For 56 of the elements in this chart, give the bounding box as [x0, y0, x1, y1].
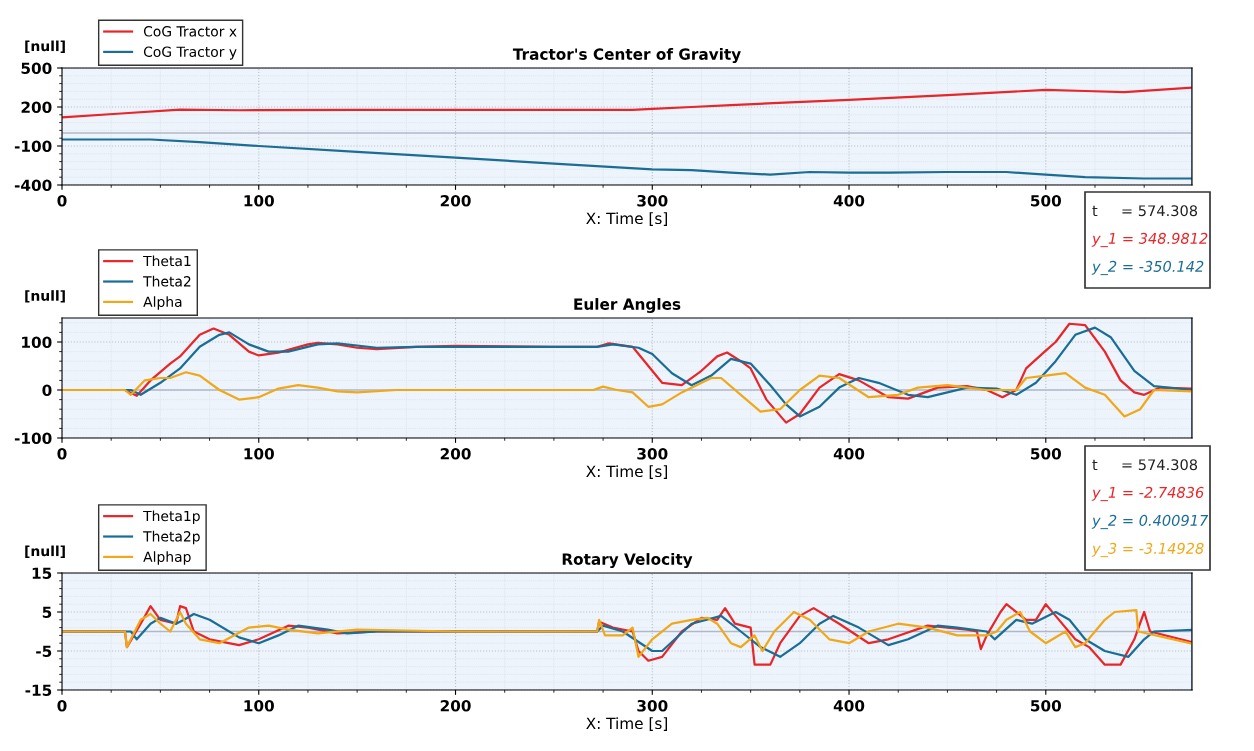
x-axis-title: X: Time [s] [586, 212, 667, 226]
x-tick-label: 0 [57, 447, 67, 460]
text: y_2 = 0.400917 [1091, 514, 1209, 530]
y-tick-label: 0 [42, 384, 52, 397]
y-tick-label: -15 [25, 684, 52, 697]
legend-label: Theta2p [143, 530, 200, 545]
y-axis-title: [null] [25, 40, 65, 53]
x-tick-label: 100 [244, 194, 274, 207]
y-axis-title: [null] [25, 545, 65, 558]
legend-label: Alphap [143, 551, 191, 565]
y-tick-label: 100 [22, 336, 52, 349]
text: t = 574.308 [1092, 205, 1198, 217]
y-tick-label: -5 [36, 645, 52, 658]
y-tick-label: -100 [14, 140, 52, 153]
legend-label: Theta1p [143, 510, 200, 524]
legend-label: Theta2 [143, 275, 191, 287]
y-tick-label: 15 [32, 567, 52, 580]
y-tick-label: 200 [21, 101, 52, 114]
text: y_3 = -3.14928 [1091, 542, 1204, 558]
line-series [62, 138, 1192, 180]
text: t = 574.308 [1092, 459, 1198, 471]
text: y_1 = 348.9812 [1091, 232, 1208, 248]
line-series [62, 371, 1192, 418]
y-tick-label: 500 [21, 62, 52, 75]
x-axis-title: X: Time [s] [586, 717, 667, 731]
chart-title: Rotary Velocity [562, 553, 693, 568]
x-axis-title: X: Time [s] [586, 465, 667, 479]
x-tick-label: 200 [440, 699, 471, 712]
legend-label: CoG Tractor x [143, 26, 237, 37]
x-tick-label: 300 [637, 699, 668, 712]
x-tick-label: 400 [833, 447, 865, 460]
legend-label: Theta1 [143, 255, 191, 267]
x-tick-label: 400 [833, 194, 865, 207]
y-tick-label: -400 [14, 179, 52, 192]
x-tick-label: 500 [1031, 194, 1062, 207]
x-tick-label: 100 [244, 447, 274, 460]
x-tick-label: 200 [440, 194, 471, 207]
line-series [62, 86, 1192, 119]
x-tick-label: 500 [1031, 447, 1062, 460]
chart-title: Tractor's Center of Gravity [512, 48, 741, 63]
chart-title: Euler Angles [574, 298, 681, 313]
legend-label: CoG Tractor y [143, 46, 237, 60]
x-tick-label: 300 [637, 194, 668, 207]
legend-label: Alpha [143, 296, 182, 310]
x-tick-label: 500 [1031, 699, 1062, 712]
x-tick-label: 300 [637, 447, 668, 460]
text: y_2 = -350.142 [1091, 260, 1204, 276]
y-tick-label: 5 [42, 606, 52, 619]
text: y_1 = -2.74836 [1091, 486, 1204, 502]
x-tick-label: 200 [440, 447, 471, 460]
x-tick-label: 400 [833, 699, 865, 712]
x-tick-label: 0 [57, 194, 67, 207]
y-tick-label: -100 [14, 432, 52, 445]
x-tick-label: 100 [244, 699, 274, 712]
x-tick-label: 0 [57, 699, 67, 712]
y-axis-title: [null] [25, 290, 65, 303]
